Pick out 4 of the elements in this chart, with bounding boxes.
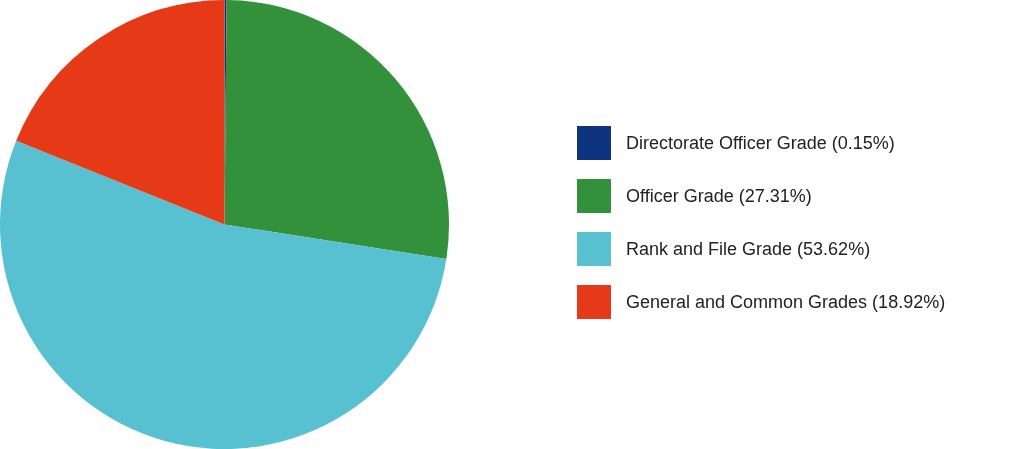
legend-label: General and Common Grades (18.92%) <box>626 291 946 313</box>
legend-label: Rank and File Grade (53.62%) <box>626 238 871 260</box>
legend-label: Directorate Officer Grade (0.15%) <box>626 132 895 154</box>
legend-label: Officer Grade (27.31%) <box>626 185 812 207</box>
